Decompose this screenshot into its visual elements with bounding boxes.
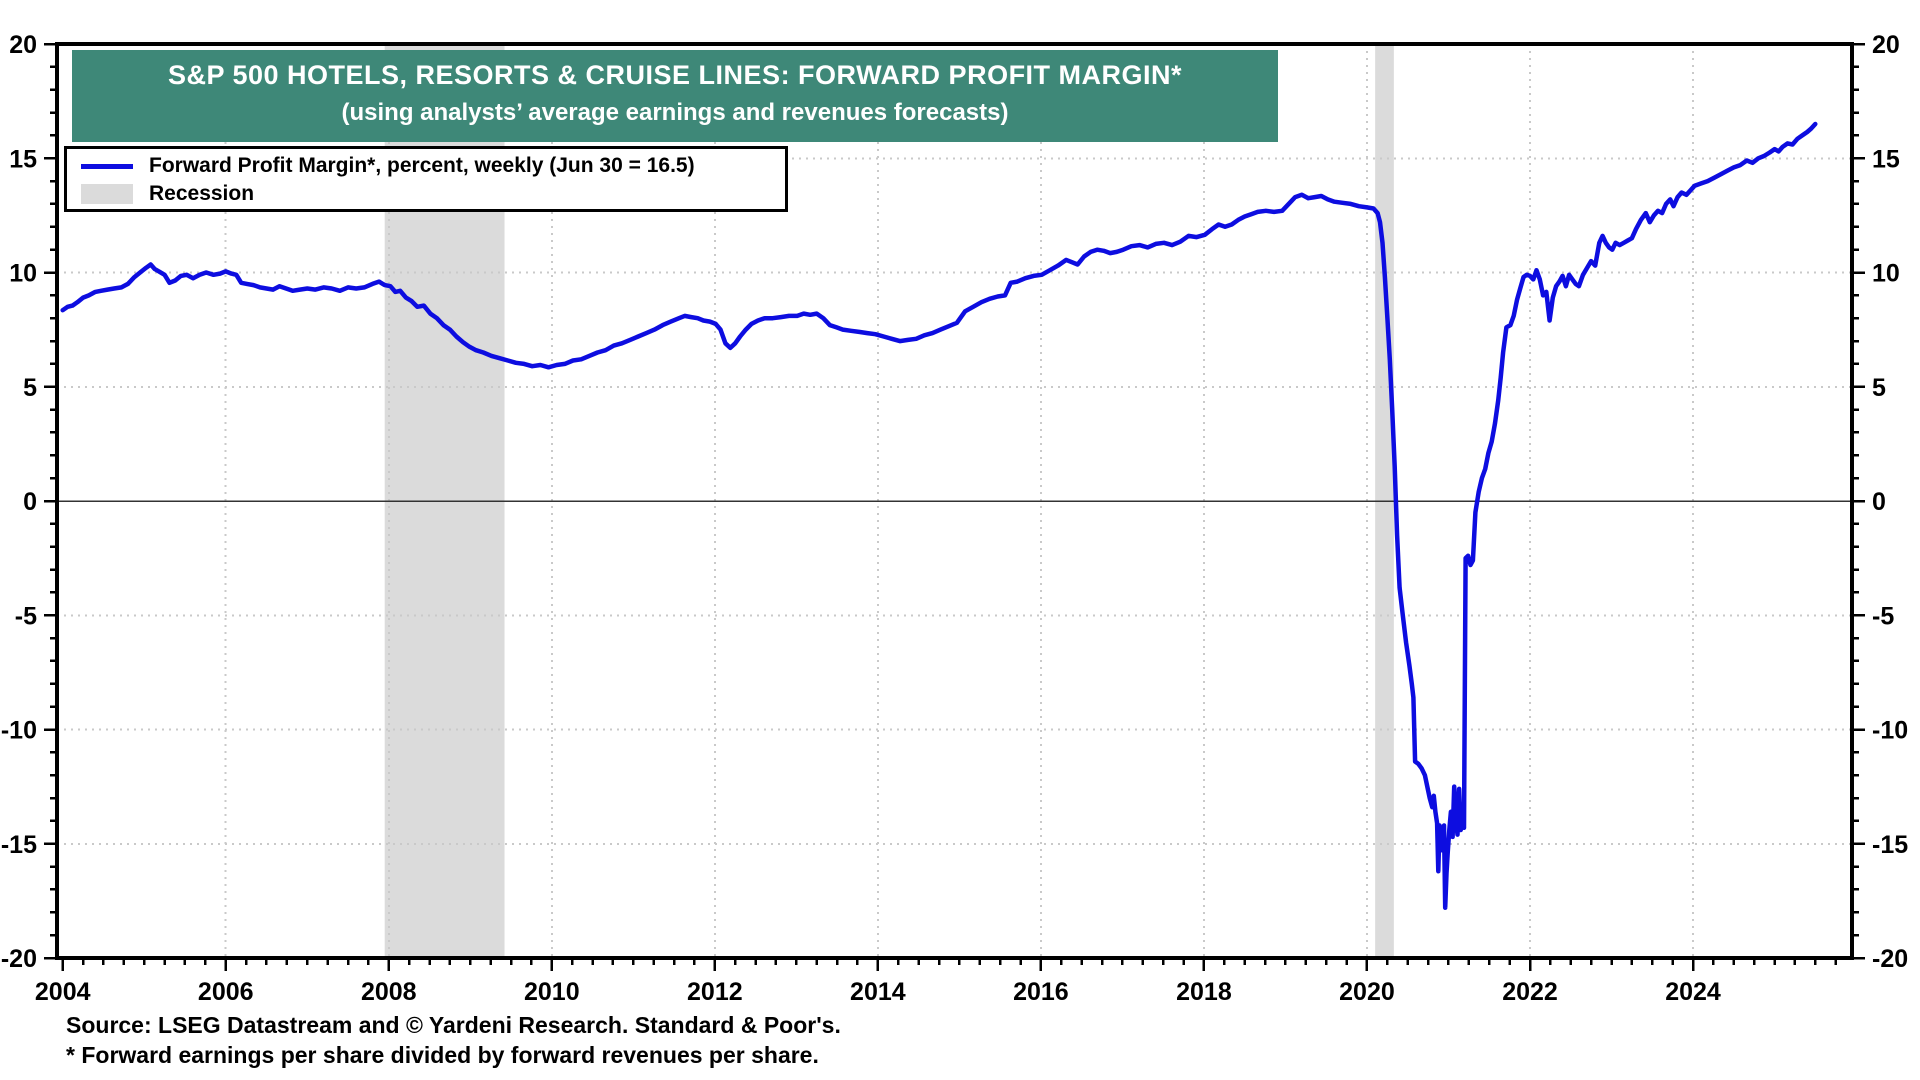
- chart-title-box: S&P 500 HOTELS, RESORTS & CRUISE LINES: …: [72, 50, 1278, 142]
- y-axis-label-right: -15: [1872, 831, 1908, 859]
- chart-subtitle: (using analysts’ average earnings and re…: [341, 99, 1009, 126]
- y-axis-label-right: -10: [1872, 717, 1908, 745]
- legend: Forward Profit Margin*, percent, weekly …: [64, 146, 788, 212]
- x-axis-label: 2014: [850, 978, 906, 1006]
- y-axis-label-left: 20: [9, 31, 37, 59]
- legend-label: Forward Profit Margin*, percent, weekly …: [149, 154, 695, 177]
- y-axis-label-left: -5: [15, 602, 37, 630]
- x-axis-label: 2010: [524, 978, 580, 1006]
- footnote: * Forward earnings per share divided by …: [66, 1042, 819, 1068]
- legend-item-forward-profit-margin: Forward Profit Margin*, percent, weekly …: [67, 152, 695, 180]
- y-axis-label-left: 15: [9, 145, 37, 173]
- series-line-forward-profit-margin: [60, 121, 1818, 910]
- x-axis-label: 2024: [1665, 978, 1721, 1006]
- source-note: Source: LSEG Datastream and © Yardeni Re…: [66, 1012, 841, 1038]
- axis-ticks: [44, 42, 1865, 971]
- y-axis-label-right: 0: [1872, 488, 1886, 516]
- recession-swatch-icon: [81, 184, 133, 204]
- y-axis-label-right: -5: [1872, 602, 1894, 630]
- legend-item-recession: Recession: [67, 180, 254, 208]
- x-axis-label: 2022: [1502, 978, 1558, 1006]
- y-axis-label-left: 5: [23, 374, 37, 402]
- y-axis-label-left: -15: [1, 831, 37, 859]
- x-axis-label: 2004: [35, 978, 91, 1006]
- x-axis-label: 2018: [1176, 978, 1232, 1006]
- y-axis-label-right: -20: [1872, 945, 1908, 973]
- legend-label: Recession: [149, 182, 255, 205]
- y-axis-label-right: 5: [1872, 374, 1886, 402]
- x-axis-label: 2008: [361, 978, 417, 1006]
- y-axis-label-left: 0: [23, 488, 37, 516]
- y-axis-label-left: -10: [1, 717, 37, 745]
- x-axis-label: 2012: [687, 978, 743, 1006]
- y-axis-label-right: 10: [1872, 260, 1900, 288]
- y-axis-label-left: 10: [9, 260, 37, 288]
- y-axis-label-left: -20: [1, 945, 37, 973]
- x-axis-label: 2016: [1013, 978, 1069, 1006]
- x-axis-label: 2006: [198, 978, 254, 1006]
- line-swatch-icon: [81, 163, 133, 169]
- x-axis-label: 2020: [1339, 978, 1395, 1006]
- chart-title: S&P 500 HOTELS, RESORTS & CRUISE LINES: …: [167, 60, 1183, 90]
- y-axis-label-right: 20: [1872, 31, 1900, 59]
- y-axis-label-right: 15: [1872, 145, 1900, 173]
